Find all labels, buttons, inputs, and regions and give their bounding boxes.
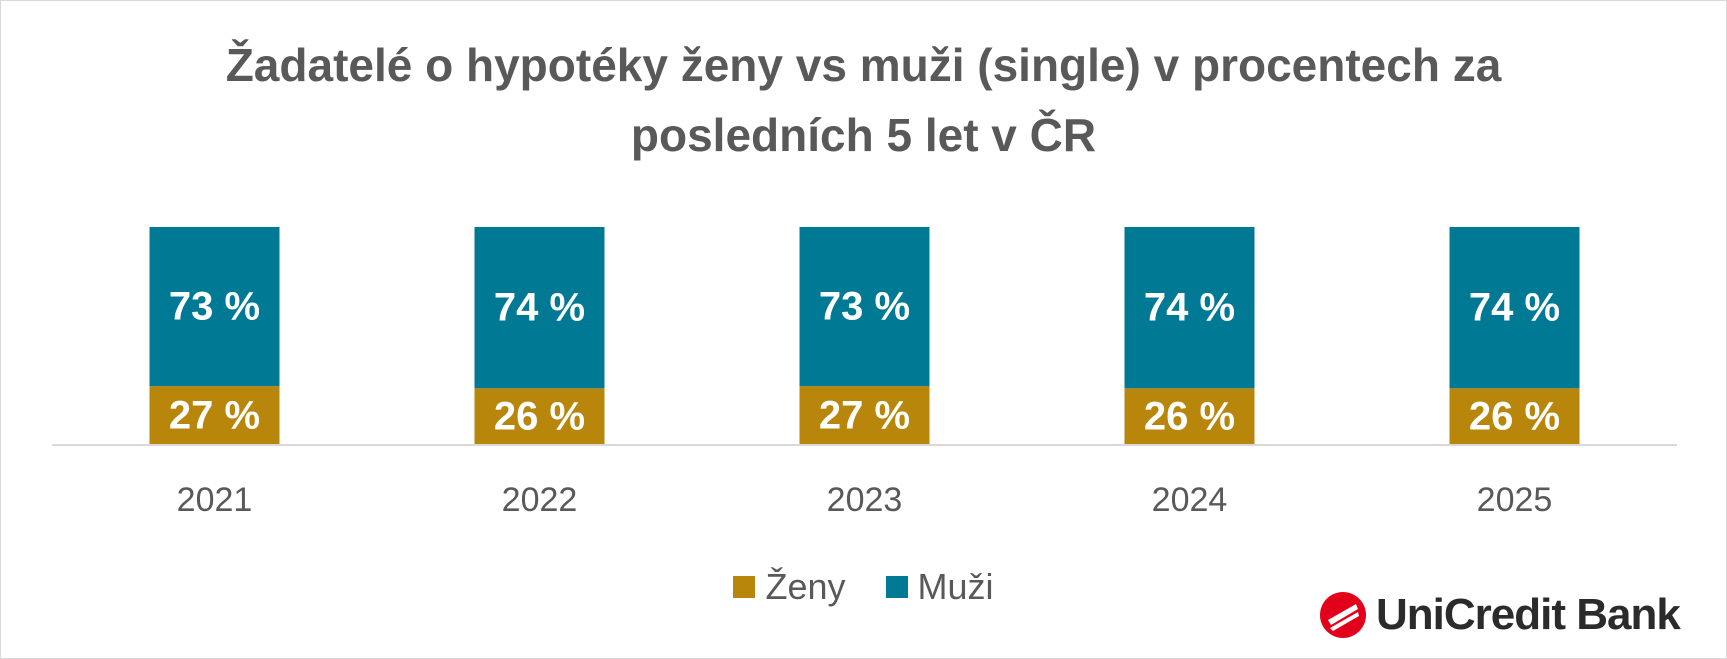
stacked-bar-chart: 27 % 73 % 2021 26 % 74 % 2022 27 % 73 % 2023 26 %… — [52, 227, 1677, 519]
bar-muži-2023 — [799, 227, 930, 387]
bar-ženy-2022 — [474, 388, 605, 445]
data-label-ženy-2021: 27 % — [169, 394, 260, 438]
chart-title-line-1: Žadatelé o hypotéky ženy vs muži (single… — [225, 39, 1502, 91]
chart-title: Žadatelé o hypotéky ženy vs muži (single… — [0, 30, 1727, 170]
legend-swatch-muzi — [885, 576, 908, 598]
data-label-muži-2025: 74 % — [1469, 286, 1560, 330]
chart-title-line-2: posledních 5 let v ČR — [630, 109, 1097, 161]
bar-ženy-2023 — [799, 386, 930, 445]
bar-muži-2024 — [1124, 227, 1255, 389]
unicredit-logo-icon — [1320, 592, 1366, 638]
data-label-muži-2024: 74 % — [1144, 286, 1235, 330]
x-tick-label-2023: 2023 — [827, 481, 903, 519]
legend-item-muzi: Muži — [885, 566, 994, 608]
data-label-ženy-2025: 26 % — [1469, 395, 1560, 439]
data-label-muži-2022: 74 % — [494, 286, 585, 330]
x-tick-label-2022: 2022 — [502, 481, 578, 519]
legend: Ženy Muži — [0, 566, 1727, 608]
data-label-ženy-2023: 27 % — [819, 394, 910, 438]
data-label-ženy-2022: 26 % — [494, 395, 585, 439]
bar-muži-2022 — [474, 227, 605, 389]
data-label-ženy-2024: 26 % — [1144, 395, 1235, 439]
legend-item-zeny: Ženy — [733, 566, 846, 608]
data-label-muži-2023: 73 % — [819, 285, 910, 329]
bar-ženy-2025 — [1449, 388, 1580, 445]
legend-label-zeny: Ženy — [765, 566, 846, 607]
unicredit-logo: UniCredit Bank — [1318, 590, 1681, 640]
x-tick-label-2025: 2025 — [1477, 481, 1553, 519]
data-label-muži-2021: 73 % — [169, 285, 260, 329]
logo-text: UniCredit Bank — [1376, 590, 1681, 639]
x-tick-label-2024: 2024 — [1152, 481, 1228, 519]
bar-ženy-2024 — [1124, 388, 1255, 445]
legend-label-muzi: Muži — [917, 566, 994, 607]
bar-muži-2021 — [149, 227, 280, 387]
x-tick-label-2021: 2021 — [177, 481, 253, 519]
bar-ženy-2021 — [149, 386, 280, 445]
legend-swatch-zeny — [733, 576, 756, 598]
bar-muži-2025 — [1449, 227, 1580, 389]
